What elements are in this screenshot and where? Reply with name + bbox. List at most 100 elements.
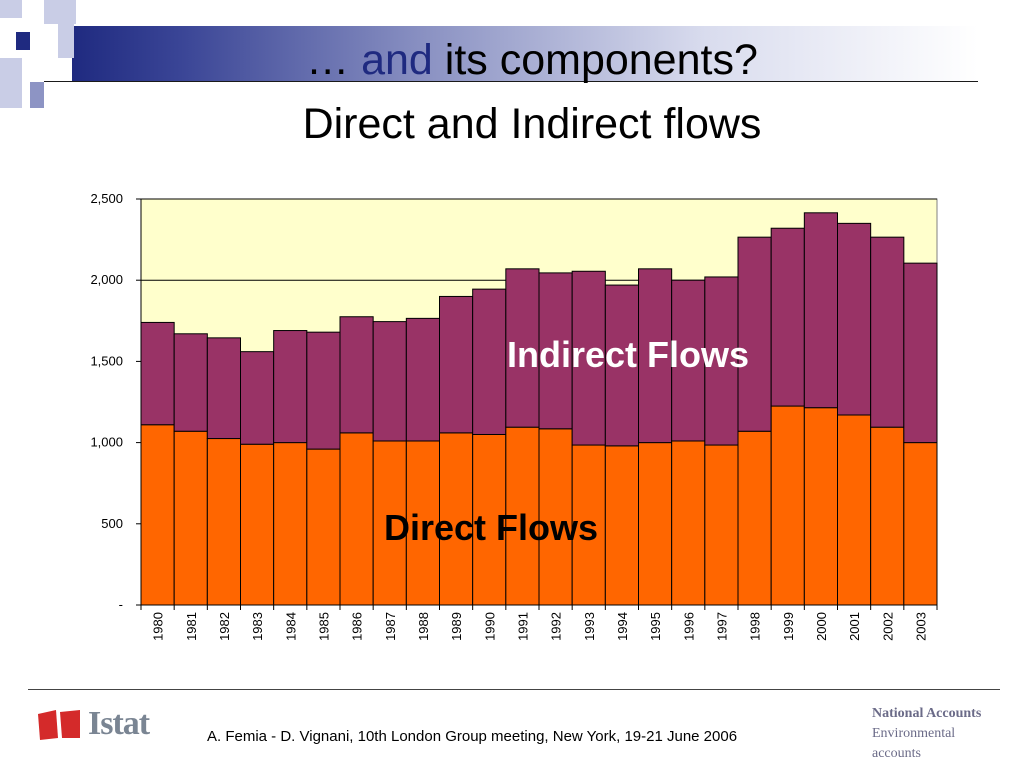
x-tick-label: 1988 — [416, 612, 431, 641]
x-tick-label: 1980 — [151, 612, 166, 641]
bar-direct-2002 — [870, 426, 905, 606]
bar-direct-1985 — [306, 448, 341, 606]
x-tick-label: 1990 — [482, 612, 497, 641]
bar-indirect-1990 — [472, 288, 507, 435]
series-label-indirect: Indirect Flows — [507, 334, 749, 375]
bar-indirect-1998 — [737, 236, 772, 432]
decor-square — [44, 0, 76, 24]
bar-indirect-1985 — [306, 331, 341, 450]
y-tick-label: 1,000 — [90, 435, 123, 450]
bar-direct-1994 — [604, 445, 639, 606]
bar-indirect-1981 — [173, 333, 208, 432]
bar-direct-1980 — [140, 424, 175, 606]
title-rest: its components? — [432, 36, 758, 84]
y-tick-label: 2,000 — [90, 272, 123, 287]
brand-line-1: National Accounts — [872, 706, 982, 721]
decor-square — [16, 32, 30, 50]
bar-indirect-1988 — [405, 317, 441, 442]
x-tick-label: 1985 — [316, 612, 331, 641]
x-tick-label: 1981 — [184, 612, 199, 641]
bar-direct-2003 — [903, 442, 938, 606]
bar-indirect-1983 — [240, 351, 275, 445]
bar-direct-1991 — [505, 426, 540, 606]
x-tick-label: 2000 — [814, 612, 829, 641]
istat-logo-icon — [38, 710, 80, 740]
bar-direct-1983 — [240, 443, 275, 606]
header-rule — [44, 81, 978, 82]
brand-line-3: accounts — [872, 746, 921, 761]
decor-square — [58, 22, 74, 58]
bar-indirect-1991 — [505, 268, 540, 428]
x-tick-label: 1987 — [383, 612, 398, 641]
bar-indirect-2001 — [837, 222, 872, 416]
x-tick-label: 1983 — [250, 612, 265, 641]
bars — [140, 212, 938, 606]
x-tick-label: 1984 — [283, 612, 298, 641]
footer-citation: A. Femia - D. Vignani, 10th London Group… — [207, 728, 738, 745]
bar-indirect-1996 — [671, 279, 706, 442]
decor-square — [0, 0, 22, 18]
series-labels: Indirect Flows Direct Flows — [384, 334, 749, 548]
bar-direct-1986 — [339, 432, 374, 606]
bar-indirect-1986 — [339, 316, 374, 434]
brand-line-2: Environmental — [872, 726, 956, 741]
slide-title: … and its components? — [0, 36, 1024, 85]
bar-indirect-1999 — [770, 227, 805, 407]
bar-indirect-1997 — [704, 276, 739, 446]
y-tick-label: 500 — [101, 516, 123, 531]
bar-indirect-1989 — [439, 295, 474, 434]
x-tick-label: 1997 — [714, 612, 729, 641]
bar-direct-1989 — [439, 432, 474, 606]
bar-direct-1996 — [671, 440, 706, 606]
bar-direct-1984 — [273, 442, 308, 606]
x-tick-label: 1982 — [217, 612, 232, 641]
y-tick-label: 2,500 — [90, 191, 123, 206]
y-tick-label: 1,500 — [90, 353, 123, 368]
bar-direct-1990 — [472, 433, 507, 606]
x-tick-label: 1994 — [615, 612, 630, 641]
x-tick-label: 1986 — [350, 612, 365, 641]
bar-direct-1981 — [173, 430, 208, 606]
bar-indirect-1980 — [140, 321, 175, 426]
bar-direct-2000 — [803, 407, 838, 606]
x-tick-label: 1989 — [449, 612, 464, 641]
y-tick-label: - — [119, 597, 123, 612]
x-tick-label: 2003 — [913, 612, 928, 641]
bar-indirect-1995 — [638, 268, 673, 444]
bar-direct-1982 — [206, 438, 241, 606]
bar-direct-1998 — [737, 430, 772, 606]
x-tick-label: 1991 — [515, 612, 530, 641]
x-tick-label: 1999 — [781, 612, 796, 641]
decor-square — [0, 58, 22, 108]
bar-direct-1995 — [638, 442, 673, 606]
y-tick-labels: - 500 1,000 1,500 2,000 2,500 — [90, 191, 123, 612]
header-gradient-band — [72, 26, 978, 82]
bar-indirect-1984 — [273, 330, 308, 444]
x-tick-label: 1996 — [681, 612, 696, 641]
bar-indirect-1982 — [206, 337, 241, 440]
x-tick-label: 1993 — [582, 612, 597, 641]
title-and: and — [361, 36, 433, 84]
bar-direct-1997 — [704, 444, 739, 606]
decor-square — [30, 82, 44, 108]
brand-block: National Accounts Environmental accounts — [872, 704, 1022, 764]
title-prefix: … — [306, 36, 362, 84]
bar-indirect-1987 — [372, 321, 407, 442]
axes — [136, 198, 938, 610]
bar-indirect-2002 — [870, 236, 905, 428]
slide-subtitle: Direct and Indirect flows — [302, 100, 762, 148]
x-tick-label: 2001 — [847, 612, 862, 641]
bar-direct-1999 — [770, 405, 805, 606]
x-tick-label: 1992 — [549, 612, 564, 641]
bar-direct-2001 — [837, 414, 872, 606]
bar-indirect-2003 — [903, 262, 938, 444]
footer-rule — [28, 689, 1000, 690]
x-tick-label: 1995 — [648, 612, 663, 641]
x-tick-label: 1998 — [748, 612, 763, 641]
x-tick-labels: 1980 1981 1982 1983 1984 1985 1986 1987 1988 1989… — [151, 612, 929, 641]
bar-indirect-2000 — [803, 212, 838, 409]
series-label-direct: Direct Flows — [384, 507, 598, 548]
istat-logo-text: Istat — [88, 705, 150, 742]
x-tick-label: 2002 — [880, 612, 895, 641]
